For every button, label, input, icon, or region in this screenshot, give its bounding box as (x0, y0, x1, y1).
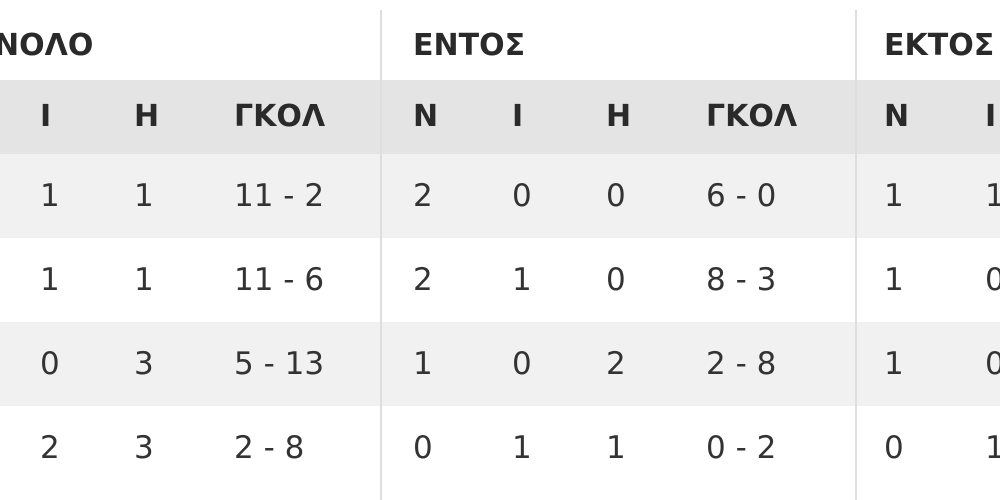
group-header-total: ΝΟΛΟ (0, 28, 94, 63)
table-row: 1 1 11 - 2 2 0 0 6 - 0 1 1 (0, 154, 1000, 238)
away-wins: 1 (884, 178, 904, 214)
total-draws: 1 (40, 178, 60, 214)
col-header-home-draws[interactable]: Ι (512, 99, 524, 134)
home-losses: 0 (606, 178, 626, 214)
col-header-home-goals[interactable]: ΓΚΟΛ (706, 99, 798, 134)
away-draws: 1 (985, 178, 1000, 214)
away-draws: 0 (985, 262, 1000, 298)
home-losses: 2 (606, 346, 626, 382)
away-wins: 1 (884, 346, 904, 382)
home-losses: 1 (606, 430, 626, 466)
total-losses: 3 (134, 430, 154, 466)
col-header-home-losses[interactable]: Η (606, 99, 632, 134)
away-wins: 1 (884, 262, 904, 298)
total-goals: 5 - 13 (234, 346, 325, 382)
home-wins: 1 (413, 346, 433, 382)
group-header-away: ΕΚΤΟΣ (884, 28, 995, 63)
home-draws: 1 (512, 262, 532, 298)
home-wins: 0 (413, 430, 433, 466)
away-draws: 0 (985, 346, 1000, 382)
col-header-home-wins[interactable]: Ν (413, 99, 439, 134)
total-draws: 1 (40, 262, 60, 298)
home-goals: 8 - 3 (706, 262, 777, 298)
total-goals: 11 - 6 (234, 262, 325, 298)
col-header-total-draws[interactable]: Ι (40, 99, 52, 134)
col-header-away-wins[interactable]: Ν (884, 99, 910, 134)
group-divider (380, 10, 382, 500)
total-goals: 11 - 2 (234, 178, 325, 214)
away-draws: 1 (985, 430, 1000, 466)
total-draws: 0 (40, 346, 60, 382)
total-losses: 1 (134, 262, 154, 298)
home-goals: 2 - 8 (706, 346, 777, 382)
home-goals: 0 - 2 (706, 430, 777, 466)
total-losses: 3 (134, 346, 154, 382)
away-wins: 0 (884, 430, 904, 466)
home-draws: 0 (512, 346, 532, 382)
home-draws: 0 (512, 178, 532, 214)
group-header-home: ΕΝΤΟΣ (413, 28, 526, 63)
total-goals: 2 - 8 (234, 430, 305, 466)
home-losses: 0 (606, 262, 626, 298)
col-header-away-draws[interactable]: Ι (985, 99, 997, 134)
col-header-total-losses[interactable]: Η (134, 99, 160, 134)
col-header-total-goals[interactable]: ΓΚΟΛ (234, 99, 326, 134)
table-row: 0 3 5 - 13 1 0 2 2 - 8 1 0 (0, 322, 1000, 406)
column-header-row: Ι Η ΓΚΟΛ Ν Ι Η ΓΚΟΛ Ν Ι (0, 80, 1000, 154)
home-goals: 6 - 0 (706, 178, 777, 214)
total-draws: 2 (40, 430, 60, 466)
home-wins: 2 (413, 262, 433, 298)
total-losses: 1 (134, 178, 154, 214)
table-row: 1 1 11 - 6 2 1 0 8 - 3 1 0 (0, 238, 1000, 322)
home-draws: 1 (512, 430, 532, 466)
group-divider (855, 10, 857, 500)
home-wins: 2 (413, 178, 433, 214)
table-row: 2 3 2 - 8 0 1 1 0 - 2 0 1 (0, 406, 1000, 500)
